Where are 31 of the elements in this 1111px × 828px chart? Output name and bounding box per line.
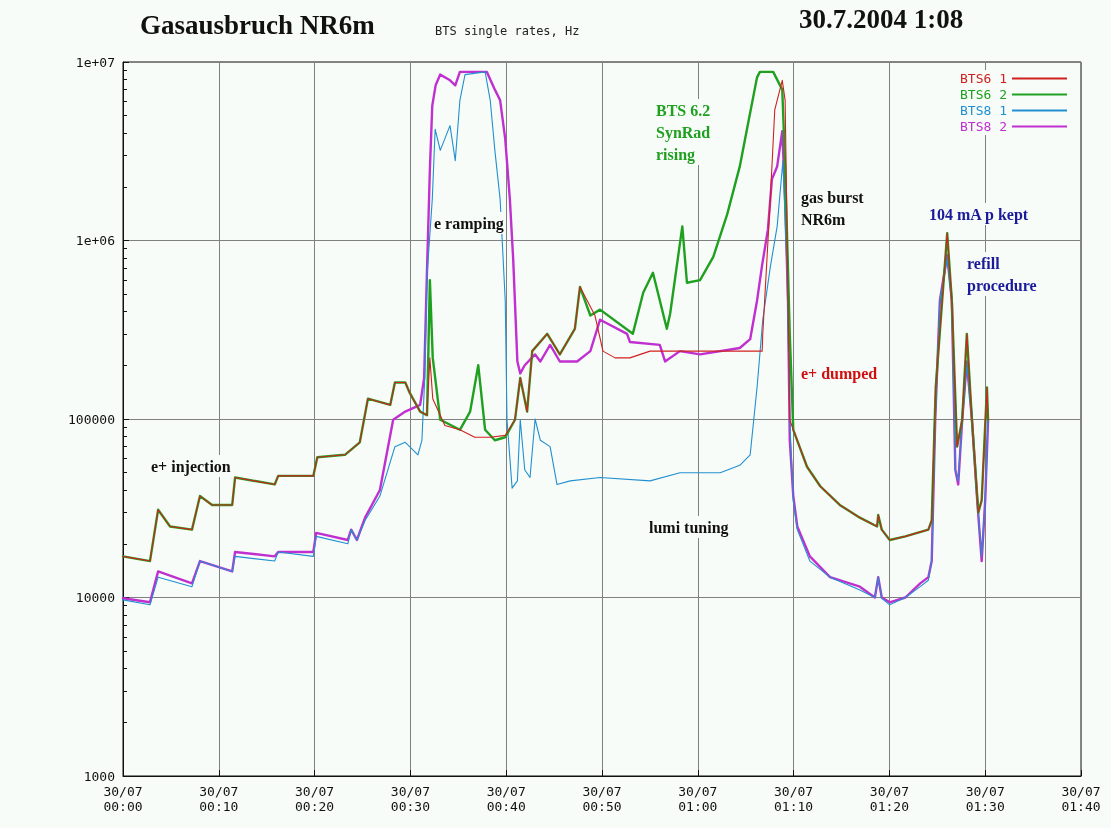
text: 30.7.2004 1:08 (799, 4, 964, 34)
x-tick-label: 30/07 01:20 (869, 784, 909, 814)
x-tick-label: 30/07 01:40 (1061, 784, 1101, 814)
chart-subtitle: BTS single rates, Hz (435, 24, 580, 38)
annotation: refill procedure (967, 254, 1037, 295)
annotation: e+ dumped (801, 364, 878, 383)
legend-label: BTS6 1 (960, 71, 1007, 86)
x-tick-label: 30/07 00:20 (295, 784, 335, 814)
y-tick-label: 100000 (68, 411, 115, 427)
annotation: 104 mA p kept (929, 205, 1029, 224)
x-tick-label: 30/07 00:00 (103, 784, 143, 814)
x-tick-label: 30/07 00:40 (486, 784, 526, 814)
annotation: gas burst NR6m (801, 188, 865, 228)
x-tick-label: 30/07 00:10 (199, 784, 239, 814)
y-tick-label: 10000 (75, 590, 115, 605)
x-tick-label: 30/07 01:00 (678, 784, 718, 814)
y-tick-label: 1e+06 (75, 233, 115, 248)
x-tick-label: 30/07 01:30 (965, 784, 1005, 814)
x-tick-label: 30/07 00:50 (582, 784, 622, 814)
legend-label: BTS8 1 (960, 103, 1007, 118)
legend-label: BTS8 2 (960, 119, 1007, 134)
annotation: e ramping (434, 214, 504, 233)
legend-label: BTS6 2 (960, 87, 1007, 102)
x-tick-label: 30/07 01:10 (774, 784, 814, 814)
annotation: BTS 6.2 SynRad rising (656, 101, 711, 164)
y-tick-label: 1e+07 (75, 54, 115, 70)
chart-title: Gasausbruch NR6m (140, 9, 376, 40)
y-tick-label: 1000 (83, 768, 115, 784)
annotation: e+ injection (151, 457, 231, 476)
x-tick-label: 30/07 00:30 (390, 784, 430, 814)
annotation: lumi tuning (649, 518, 729, 537)
